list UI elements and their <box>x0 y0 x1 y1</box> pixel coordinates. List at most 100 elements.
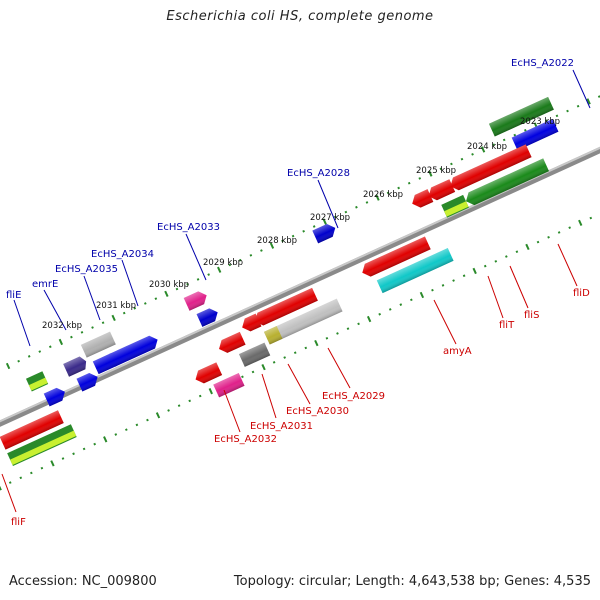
gene-label[interactable]: EcHS_A2031 <box>250 421 313 432</box>
gene-arrow[interactable] <box>263 298 343 345</box>
minor-tick <box>198 394 202 398</box>
minor-tick <box>238 258 242 262</box>
major-tick <box>322 218 327 225</box>
gene-label[interactable]: EcHS_A2034 <box>91 249 154 260</box>
scale-tick-label: 2025 kbp <box>416 166 456 176</box>
gene-arrow[interactable] <box>76 370 101 392</box>
minor-tick <box>251 370 255 374</box>
minor-tick <box>91 326 94 329</box>
gene-arrow[interactable] <box>216 331 246 356</box>
minor-tick <box>452 279 455 282</box>
minor-tick <box>502 138 506 142</box>
gene-arrow[interactable] <box>193 362 223 386</box>
major-tick <box>261 364 266 371</box>
minor-tick <box>523 128 527 132</box>
minor-tick <box>492 143 495 147</box>
minor-tick <box>133 306 137 310</box>
major-tick <box>578 219 583 226</box>
gene-arrow[interactable] <box>239 313 262 334</box>
gene-arrow[interactable] <box>109 333 160 367</box>
gene-label[interactable]: EcHS_A2033 <box>157 222 220 233</box>
gene-label[interactable]: amyA <box>443 346 472 357</box>
minor-tick <box>439 167 443 171</box>
minor-tick <box>19 476 23 480</box>
minor-tick <box>566 109 569 113</box>
gene-label[interactable]: EcHS_A2029 <box>322 391 385 402</box>
minor-tick <box>418 177 422 180</box>
reverse-gene-labels: fliD fliS fliT amyA EcHS_A2029 EcHS_A203… <box>11 288 590 528</box>
reverse-strand-features <box>0 144 549 466</box>
gene-arrow[interactable] <box>43 385 68 407</box>
minor-tick <box>101 321 105 325</box>
gene-arrow[interactable] <box>25 371 49 392</box>
minor-tick <box>505 255 508 258</box>
gene-arrow[interactable] <box>359 236 431 279</box>
gene-arrow[interactable] <box>252 287 318 328</box>
gene-label[interactable]: fliS <box>524 310 539 321</box>
gene-label[interactable]: EcHS_A2028 <box>287 168 350 179</box>
gene-arrow[interactable] <box>488 96 554 137</box>
major-tick <box>428 170 433 177</box>
gene-arrow[interactable] <box>463 158 549 207</box>
minor-tick <box>228 263 232 267</box>
gene-arrow[interactable] <box>80 331 116 358</box>
minor-tick <box>188 399 192 403</box>
gene-label[interactable]: EcHS_A2022 <box>511 58 574 69</box>
gene-arrow[interactable] <box>0 410 64 450</box>
forward-strand-features <box>25 96 559 407</box>
gene-arrow[interactable] <box>426 179 456 203</box>
gene-label[interactable]: emrE <box>32 279 58 290</box>
scale-tick-label: 2026 kbp <box>363 190 403 200</box>
minor-tick <box>304 346 308 350</box>
gene-arrow[interactable] <box>441 194 469 218</box>
gene-arrow[interactable] <box>92 351 122 375</box>
gene-arrow[interactable] <box>238 342 271 367</box>
gene-arrow[interactable] <box>7 424 77 466</box>
gene-arrow[interactable] <box>213 372 245 398</box>
gene-label[interactable]: EcHS_A2030 <box>286 406 349 417</box>
minor-tick <box>536 240 540 244</box>
minor-tick <box>17 359 20 363</box>
gene-label[interactable]: fliF <box>11 517 26 528</box>
minor-tick <box>325 336 329 340</box>
gene-label[interactable]: fliT <box>499 320 515 331</box>
major-tick <box>155 412 161 419</box>
scale-tick-label: 2031 kbp <box>96 301 136 311</box>
gene-arrow[interactable] <box>511 118 559 151</box>
gene-arrow[interactable] <box>183 289 210 311</box>
minor-tick <box>513 133 517 137</box>
gene-label[interactable]: EcHS_A2032 <box>214 434 277 445</box>
major-tick <box>217 266 222 273</box>
minor-tick <box>48 345 52 349</box>
gene-arrow[interactable] <box>312 222 338 244</box>
gene-label[interactable]: EcHS_A2035 <box>55 264 118 275</box>
minor-tick <box>281 239 284 243</box>
minor-tick <box>441 284 445 287</box>
gene-label[interactable]: fliE <box>6 290 21 301</box>
minor-tick <box>196 278 200 281</box>
minor-tick <box>186 282 189 286</box>
minor-tick <box>114 433 118 436</box>
minor-tick <box>38 350 42 353</box>
gene-arrow[interactable] <box>63 355 89 377</box>
major-tick <box>5 362 11 370</box>
scale-tick-label: 2023 kbp <box>520 117 560 127</box>
major-tick <box>0 484 2 491</box>
minor-tick <box>167 409 170 412</box>
minor-tick <box>344 210 348 214</box>
gene-arrow[interactable] <box>196 306 221 327</box>
scale-tick-label: 2030 kbp <box>149 280 189 290</box>
minor-tick <box>154 297 158 300</box>
minor-tick <box>135 423 139 427</box>
gene-arrow[interactable] <box>376 248 454 294</box>
gene-arrow[interactable] <box>409 189 434 210</box>
minor-tick <box>72 452 75 456</box>
gene-arrow[interactable] <box>448 144 532 192</box>
scale-tick-label: 2027 kbp <box>310 213 350 223</box>
minor-tick <box>336 332 339 335</box>
minor-tick <box>70 335 73 339</box>
gene-label[interactable]: fliD <box>573 288 590 299</box>
scale-labels: 2023 kbp 2024 kbp 2025 kbp 2026 kbp 2027… <box>42 117 560 331</box>
